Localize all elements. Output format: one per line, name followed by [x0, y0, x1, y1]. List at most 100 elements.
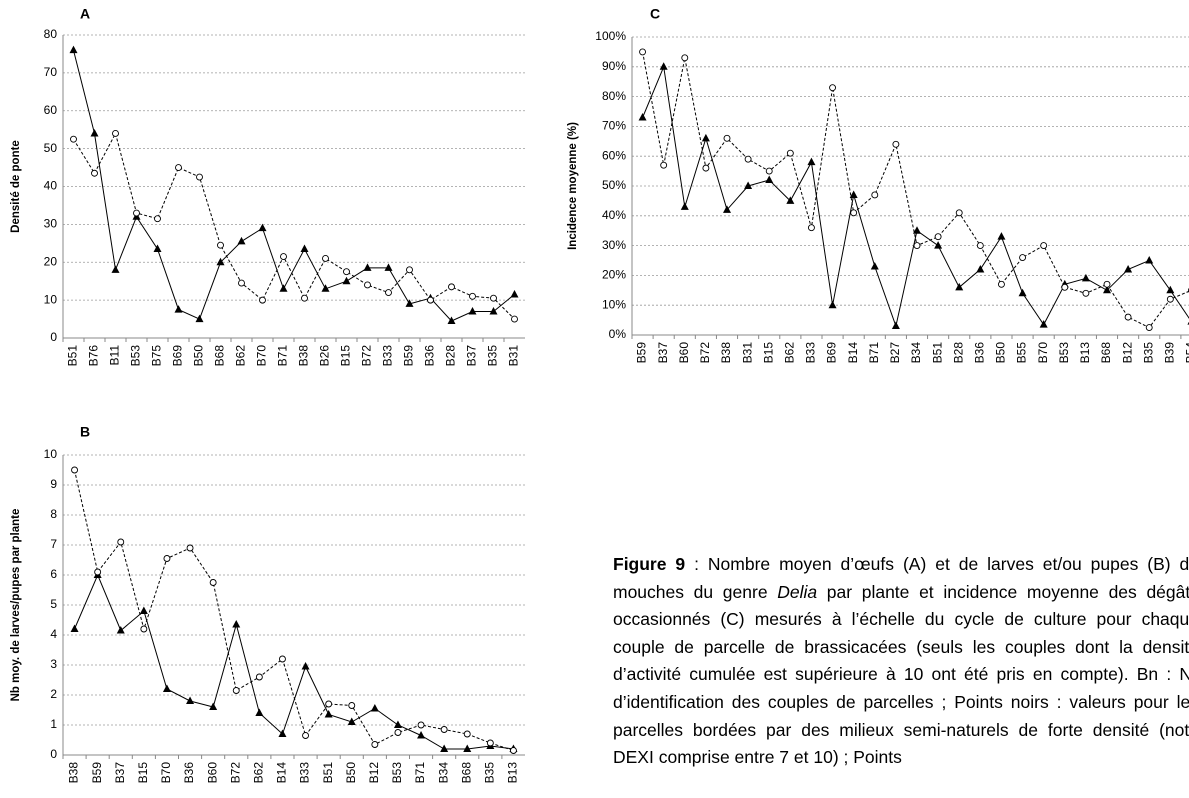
marker — [154, 215, 161, 223]
marker — [680, 202, 689, 210]
x-tick-label: B60 — [205, 762, 219, 784]
panel-label: C — [650, 6, 660, 22]
marker — [195, 314, 204, 323]
x-tick-label: B13 — [506, 762, 520, 784]
panel-label: A — [80, 6, 90, 22]
x-tick-label: B72 — [228, 762, 242, 784]
marker — [976, 264, 985, 273]
x-tick-label: B15 — [761, 342, 775, 364]
x-tick-label: B33 — [381, 345, 395, 367]
marker — [786, 196, 795, 204]
y-tick-label: 30% — [602, 238, 626, 252]
marker — [448, 283, 455, 291]
marker — [976, 242, 984, 250]
x-tick-label: B35 — [483, 762, 497, 784]
y-tick-label: 6 — [50, 567, 57, 581]
x-tick-label: B37 — [465, 345, 479, 367]
marker — [417, 731, 426, 739]
marker — [913, 226, 921, 234]
y-tick-label: 70% — [602, 119, 626, 133]
series-line — [73, 132, 515, 320]
caption-label: Figure 9 — [613, 554, 686, 574]
marker — [406, 266, 413, 274]
marker — [934, 233, 942, 241]
marker — [892, 140, 900, 148]
y-tick-label: 30 — [44, 217, 58, 231]
marker — [1039, 320, 1048, 328]
marker — [370, 704, 379, 712]
marker — [278, 729, 287, 737]
x-tick-label: B76 — [87, 345, 101, 367]
marker — [363, 263, 372, 271]
marker — [209, 579, 217, 586]
marker — [348, 702, 356, 709]
x-tick-label: B15 — [136, 762, 150, 784]
marker — [393, 720, 402, 728]
marker — [300, 244, 309, 252]
marker — [70, 624, 79, 632]
marker — [871, 191, 879, 199]
marker — [196, 173, 203, 181]
x-tick-label: B34 — [436, 762, 450, 784]
series-line — [74, 469, 514, 751]
marker — [94, 568, 102, 576]
x-tick-label: B38 — [719, 342, 733, 364]
marker — [807, 224, 815, 232]
x-tick-label: B36 — [423, 345, 437, 367]
marker — [117, 538, 125, 546]
marker — [237, 236, 246, 245]
marker — [90, 128, 99, 137]
marker — [1145, 324, 1153, 331]
y-tick-label: 50% — [602, 178, 626, 192]
x-tick-label: B15 — [339, 345, 353, 367]
marker — [216, 257, 225, 266]
marker — [440, 744, 449, 752]
y-tick-label: 80 — [44, 27, 58, 41]
marker — [511, 315, 518, 323]
x-tick-label: B71 — [413, 762, 427, 784]
marker — [384, 263, 393, 271]
x-tick-label: B71 — [276, 345, 290, 367]
y-tick-label: 8 — [50, 507, 57, 521]
x-tick-label: B13 — [1078, 342, 1092, 364]
marker — [347, 717, 356, 725]
marker — [1166, 295, 1174, 303]
caption-text: : Nombre moyen d’œufs (A) et de larves e… — [613, 554, 1189, 602]
x-tick-label: B27 — [888, 342, 902, 364]
marker — [153, 244, 162, 252]
x-tick-label: B33 — [804, 342, 818, 364]
marker — [1124, 313, 1132, 321]
marker — [405, 299, 414, 307]
caption-text: par plante et incidence moyenne des dégâ… — [613, 581, 1189, 768]
x-tick-label: B38 — [297, 345, 311, 367]
x-tick-label: B72 — [360, 345, 374, 367]
marker — [279, 284, 288, 292]
marker — [371, 741, 379, 748]
x-tick-label: B51 — [66, 345, 80, 367]
marker — [112, 130, 119, 137]
x-tick-label: B50 — [344, 762, 358, 784]
marker — [186, 544, 194, 552]
x-tick-label: B35 — [486, 345, 500, 367]
marker — [702, 164, 710, 172]
marker — [744, 155, 752, 163]
marker — [209, 702, 218, 710]
x-tick-label: B31 — [740, 342, 754, 364]
marker — [322, 255, 329, 262]
marker — [238, 279, 245, 287]
marker — [660, 161, 668, 169]
y-tick-label: 50 — [44, 141, 58, 155]
x-tick-label: B70 — [1036, 342, 1050, 364]
marker — [133, 209, 140, 217]
marker — [91, 169, 98, 177]
marker — [343, 268, 350, 276]
marker — [510, 289, 519, 298]
x-tick-label: B36 — [182, 762, 196, 784]
marker — [638, 112, 647, 121]
marker — [394, 729, 402, 736]
marker — [765, 167, 773, 175]
marker — [385, 289, 392, 296]
y-tick-label: 0 — [50, 747, 57, 761]
marker — [1081, 273, 1090, 282]
